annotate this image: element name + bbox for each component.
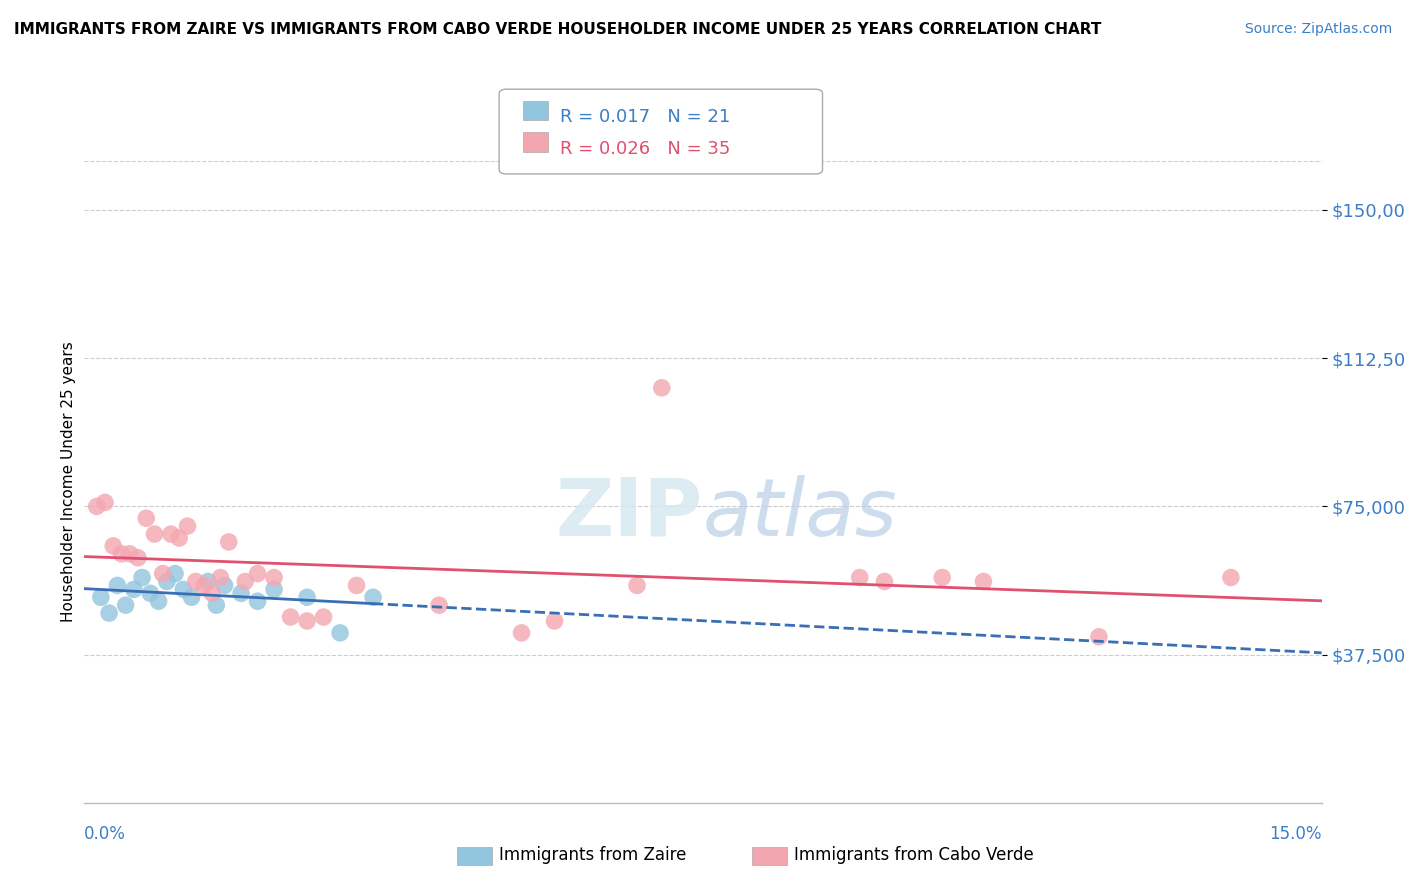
Text: Immigrants from Zaire: Immigrants from Zaire: [499, 846, 686, 863]
Point: [626, 578, 648, 592]
Point: [233, 574, 256, 589]
Point: [127, 550, 149, 565]
Point: [167, 531, 190, 545]
Point: [205, 598, 228, 612]
Point: [172, 582, 194, 597]
Point: [651, 381, 673, 395]
Point: [152, 566, 174, 581]
Point: [295, 591, 318, 605]
Point: [114, 598, 136, 612]
Point: [1088, 630, 1111, 644]
Point: [346, 578, 368, 592]
Point: [94, 495, 117, 509]
Text: 15.0%: 15.0%: [1270, 825, 1322, 843]
Point: [1219, 570, 1241, 584]
Point: [873, 574, 896, 589]
Point: [201, 586, 224, 600]
Point: [110, 547, 132, 561]
Point: [90, 591, 112, 605]
Point: [280, 610, 302, 624]
Point: [105, 578, 128, 592]
Text: R = 0.017   N = 21: R = 0.017 N = 21: [560, 108, 730, 126]
Point: [197, 574, 219, 589]
Point: [118, 547, 141, 561]
Point: [165, 566, 187, 581]
Point: [510, 625, 533, 640]
Point: [214, 578, 236, 592]
Point: [143, 527, 166, 541]
Point: [156, 574, 179, 589]
Point: [209, 570, 232, 584]
Point: [972, 574, 994, 589]
Point: [543, 614, 565, 628]
Text: 0.0%: 0.0%: [84, 825, 127, 843]
Text: Source: ZipAtlas.com: Source: ZipAtlas.com: [1244, 22, 1392, 37]
Point: [931, 570, 953, 584]
Point: [848, 570, 870, 584]
Point: [148, 594, 170, 608]
Point: [139, 586, 162, 600]
Point: [295, 614, 318, 628]
Point: [131, 570, 153, 584]
Point: [229, 586, 252, 600]
Point: [184, 574, 207, 589]
Point: [193, 578, 215, 592]
Point: [160, 527, 183, 541]
Point: [246, 594, 269, 608]
Text: R = 0.026   N = 35: R = 0.026 N = 35: [560, 140, 730, 158]
Point: [263, 582, 285, 597]
Point: [122, 582, 145, 597]
Point: [427, 598, 450, 612]
Point: [312, 610, 335, 624]
Point: [246, 566, 269, 581]
Point: [361, 591, 384, 605]
Point: [86, 500, 108, 514]
Text: atlas: atlas: [703, 475, 898, 553]
Text: Immigrants from Cabo Verde: Immigrants from Cabo Verde: [794, 846, 1035, 863]
Point: [263, 570, 285, 584]
Text: ZIP: ZIP: [555, 475, 703, 553]
Point: [180, 591, 202, 605]
Point: [103, 539, 125, 553]
Point: [176, 519, 198, 533]
Y-axis label: Householder Income Under 25 years: Householder Income Under 25 years: [60, 342, 76, 622]
Point: [135, 511, 157, 525]
Text: IMMIGRANTS FROM ZAIRE VS IMMIGRANTS FROM CABO VERDE HOUSEHOLDER INCOME UNDER 25 : IMMIGRANTS FROM ZAIRE VS IMMIGRANTS FROM…: [14, 22, 1101, 37]
Point: [329, 625, 352, 640]
Point: [98, 606, 121, 620]
Point: [218, 535, 240, 549]
